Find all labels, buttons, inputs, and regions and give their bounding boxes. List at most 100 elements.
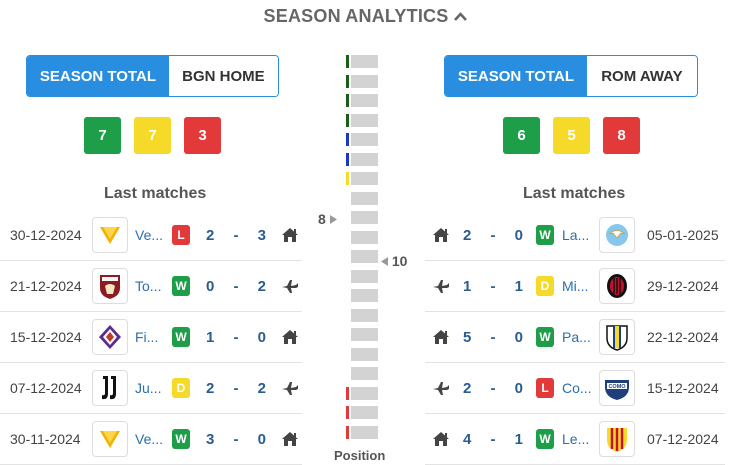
home-goals: 3 xyxy=(206,430,215,448)
zone-marker xyxy=(346,75,349,88)
away-goals: 0 xyxy=(257,328,266,346)
score-dash: - xyxy=(233,328,239,346)
score-dash: - xyxy=(490,430,496,448)
left-scope-toggle[interactable]: SEASON TOTAL BGN HOME xyxy=(26,55,279,97)
opponent-name[interactable]: Fi... xyxy=(135,329,159,345)
result-badge: W xyxy=(536,327,554,347)
wins-count-badge: 7 xyxy=(84,117,121,154)
chevron-up-icon[interactable] xyxy=(454,8,468,24)
opponent-name[interactable]: Ve... xyxy=(135,431,164,447)
score-dash: - xyxy=(233,379,239,397)
away-goals: 3 xyxy=(257,226,266,244)
row-divider xyxy=(0,260,302,261)
home-goals: 2 xyxy=(206,379,215,397)
opponent-name[interactable]: To... xyxy=(135,278,162,294)
result-badge: W xyxy=(536,429,554,449)
right-last-matches-title: Last matches xyxy=(523,185,626,202)
arrow-right-icon xyxy=(329,215,337,224)
row-divider xyxy=(0,413,302,414)
away-goals: 2 xyxy=(257,379,266,397)
result-badge: L xyxy=(172,225,190,245)
match-date: 15-12-2024 xyxy=(647,380,719,396)
right-scope-toggle[interactable]: SEASON TOTAL ROM AWAY xyxy=(444,55,698,97)
home-goals: 2 xyxy=(206,226,215,244)
match-row[interactable]: 30-12-2024 Ve... L 2-3 xyxy=(0,210,305,260)
losses-count-badge: 3 xyxy=(184,117,221,154)
plane-icon xyxy=(431,379,451,397)
opponent-name[interactable]: Ve... xyxy=(135,227,164,243)
match-row[interactable]: 4-1 W Le... 07-12-2024 xyxy=(425,414,725,464)
position-slot xyxy=(351,348,378,361)
como-logo-icon: COMO xyxy=(599,370,635,406)
zone-marker xyxy=(346,94,349,107)
match-row[interactable]: 2-0 W La... 05-01-2025 xyxy=(425,210,725,260)
match-row[interactable]: 5-0 W Pa... 22-12-2024 xyxy=(425,312,725,362)
opponent-name[interactable]: Co... xyxy=(562,380,592,396)
position-slot xyxy=(351,94,378,107)
away-goals: 0 xyxy=(257,430,266,448)
home-icon xyxy=(280,328,300,346)
row-divider xyxy=(425,413,725,414)
opponent-name[interactable]: Mi... xyxy=(562,278,589,294)
position-slot xyxy=(351,75,378,88)
home-goals: 1 xyxy=(463,277,472,295)
right-away-button[interactable]: ROM AWAY xyxy=(586,56,697,96)
match-date: 30-12-2024 xyxy=(10,227,82,243)
zone-marker xyxy=(346,133,349,146)
match-date: 15-12-2024 xyxy=(10,329,82,345)
fiorentina-logo-icon xyxy=(92,319,128,355)
opponent-name[interactable]: Pa... xyxy=(562,329,591,345)
venezia-logo-icon xyxy=(92,421,128,457)
left-position-marker: 8 xyxy=(318,211,337,227)
match-row[interactable]: 15-12-2024 Fi... W 1-0 xyxy=(0,312,305,362)
left-wdl-counts: 7 7 3 xyxy=(84,117,221,154)
result-badge: D xyxy=(172,378,190,398)
match-score: 2-3 xyxy=(206,227,266,244)
match-date: 29-12-2024 xyxy=(647,278,719,294)
match-row[interactable]: 30-11-2024 Ve... W 3-0 xyxy=(0,414,305,464)
home-goals: 1 xyxy=(206,328,215,346)
away-goals: 1 xyxy=(514,277,523,295)
losses-count-badge: 8 xyxy=(603,117,640,154)
opponent-name[interactable]: Le... xyxy=(562,431,590,447)
match-score: 1-1 xyxy=(463,278,523,295)
result-badge: W xyxy=(172,276,190,296)
position-slot xyxy=(351,309,378,322)
zone-marker xyxy=(346,426,349,439)
torino-logo-icon xyxy=(92,268,128,304)
opponent-name[interactable]: Ju... xyxy=(135,380,162,396)
position-caption: Position xyxy=(334,448,386,463)
left-home-button[interactable]: BGN HOME xyxy=(168,56,278,96)
match-row[interactable]: 2-0 L Co... COMO 15-12-2024 xyxy=(425,363,725,413)
home-goals: 2 xyxy=(463,226,472,244)
result-badge: W xyxy=(172,429,190,449)
milan-logo-icon xyxy=(599,268,635,304)
section-header[interactable]: SEASON ANALYTICS xyxy=(0,6,731,27)
score-dash: - xyxy=(490,379,496,397)
result-badge: L xyxy=(536,378,554,398)
row-divider xyxy=(0,362,302,363)
result-badge: W xyxy=(172,327,190,347)
match-score: 0-2 xyxy=(206,278,266,295)
home-goals: 0 xyxy=(206,277,215,295)
row-divider xyxy=(0,311,302,312)
left-season-total-button[interactable]: SEASON TOTAL xyxy=(27,56,169,96)
away-goals: 0 xyxy=(514,226,523,244)
match-row[interactable]: 1-1 D Mi... 29-12-2024 xyxy=(425,261,725,311)
position-slot xyxy=(351,192,378,205)
result-badge: D xyxy=(536,276,554,296)
lazio-logo-icon xyxy=(599,217,635,253)
home-goals: 4 xyxy=(463,430,472,448)
plane-icon xyxy=(431,277,451,295)
away-goals: 0 xyxy=(514,379,523,397)
row-divider xyxy=(425,260,725,261)
opponent-name[interactable]: La... xyxy=(562,227,590,243)
score-dash: - xyxy=(233,277,239,295)
position-slot xyxy=(351,406,378,419)
draws-count-badge: 7 xyxy=(134,117,171,154)
match-row[interactable]: 07-12-2024 Ju... D 2-2 xyxy=(0,363,305,413)
right-season-total-button[interactable]: SEASON TOTAL xyxy=(445,56,587,96)
match-row[interactable]: 21-12-2024 To... W 0-2 xyxy=(0,261,305,311)
right-position-value: 10 xyxy=(391,253,408,269)
zone-marker xyxy=(346,153,349,166)
